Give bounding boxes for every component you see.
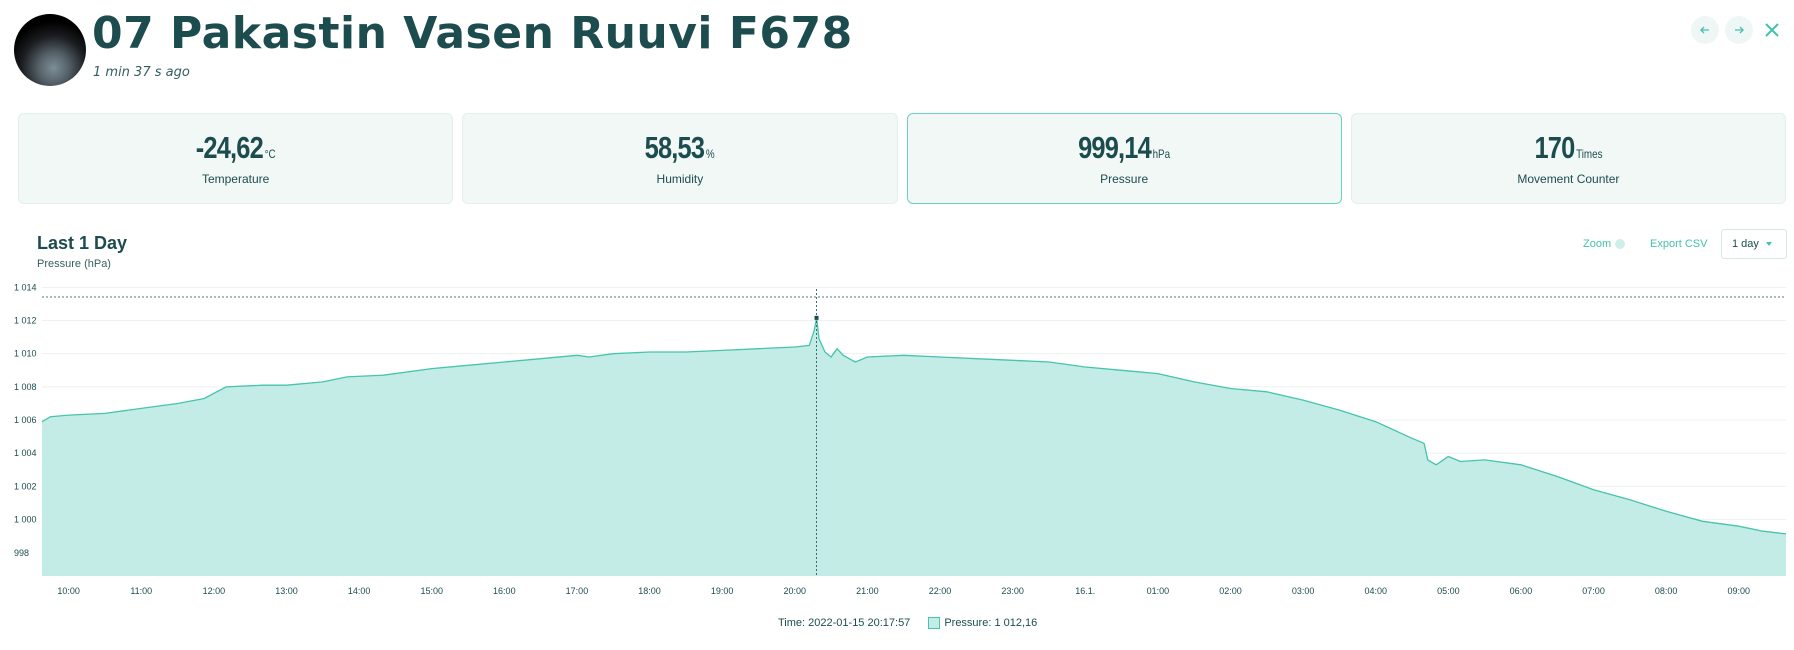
x-tick-label: 18:00 bbox=[638, 586, 661, 596]
x-tick-label: 19:00 bbox=[711, 586, 734, 596]
x-tick-label: 12:00 bbox=[203, 586, 226, 596]
x-tick-label: 07:00 bbox=[1582, 586, 1605, 596]
y-tick-label: 1 008 bbox=[14, 382, 37, 392]
prev-sensor-button[interactable] bbox=[1691, 16, 1719, 44]
card-label: Humidity bbox=[656, 171, 704, 186]
y-tick-label: 1 010 bbox=[14, 349, 37, 359]
cursor-point bbox=[814, 315, 819, 320]
x-tick-label: 22:00 bbox=[929, 586, 952, 596]
y-tick-label: 1 000 bbox=[14, 515, 37, 525]
x-tick-label: 17:00 bbox=[566, 586, 589, 596]
legend-series-label: Pressure: bbox=[944, 617, 992, 629]
range-select[interactable]: 1 day bbox=[1721, 229, 1787, 259]
next-sensor-button[interactable] bbox=[1725, 16, 1753, 44]
x-tick-label: 16:00 bbox=[493, 586, 516, 596]
card-temperature[interactable]: -24,62 °C Temperature bbox=[18, 113, 454, 204]
pressure-chart[interactable]: 998 1 000 1 002 1 004 1 006 1 008 1 010 1 012 1 … bbox=[0, 0, 1794, 610]
legend-swatch bbox=[928, 617, 941, 629]
x-tick-label: 13:00 bbox=[275, 586, 298, 596]
close-button[interactable] bbox=[1758, 16, 1786, 44]
x-tick-label: 14:00 bbox=[348, 586, 371, 596]
arrow-right-icon bbox=[1735, 26, 1744, 34]
y-tick-label: 1 004 bbox=[14, 448, 37, 458]
x-tick-label: 16.1. bbox=[1075, 586, 1095, 596]
range-value: 1 day bbox=[1732, 238, 1759, 250]
card-value: 999,14 hPa bbox=[1078, 129, 1171, 165]
close-icon bbox=[1765, 23, 1779, 37]
zoom-label: Zoom bbox=[1583, 238, 1612, 250]
sensor-cards: -24,62 °C Temperature 58,53% Humidity 999… bbox=[18, 113, 1786, 204]
card-value: 170 Times bbox=[1534, 129, 1603, 165]
x-tick-label: 03:00 bbox=[1292, 586, 1315, 596]
x-tick-label: 05:00 bbox=[1437, 586, 1460, 596]
legend-time-value: 2022-01-15 20:17:57 bbox=[808, 617, 911, 629]
avatar bbox=[14, 14, 86, 86]
chart-title: Last 1 Day bbox=[37, 233, 128, 253]
x-tick-label: 20:00 bbox=[784, 586, 807, 596]
chart-subtitle: Pressure (hPa) bbox=[37, 258, 111, 270]
last-updated-text: 1 min 37 s ago bbox=[93, 65, 190, 80]
card-value: 58,53% bbox=[644, 129, 715, 165]
x-tick-label: 04:00 bbox=[1364, 586, 1387, 596]
x-tick-label: 10:00 bbox=[57, 586, 80, 596]
export-csv-link[interactable]: Export CSV bbox=[1650, 238, 1708, 250]
y-tick-label: 1 012 bbox=[14, 316, 37, 326]
x-tick-label: 08:00 bbox=[1655, 586, 1678, 596]
card-label: Pressure bbox=[1100, 171, 1149, 186]
card-label: Movement Counter bbox=[1517, 171, 1620, 186]
card-pressure[interactable]: 999,14 hPa Pressure bbox=[906, 113, 1342, 204]
y-tick-label: 1 002 bbox=[14, 481, 37, 491]
legend-series-value: 1 012,16 bbox=[994, 617, 1038, 629]
zoom-switch-icon bbox=[1615, 239, 1626, 249]
page-title: 07 Pakastin Vasen Ruuvi F678 bbox=[92, 8, 853, 59]
x-tick-label: 06:00 bbox=[1510, 586, 1533, 596]
x-tick-label: 21:00 bbox=[856, 586, 879, 596]
x-tick-label: 01:00 bbox=[1147, 586, 1170, 596]
series-area bbox=[42, 317, 1786, 576]
card-label: Temperature bbox=[201, 171, 270, 186]
arrow-left-icon bbox=[1700, 26, 1709, 34]
y-tick-label: 998 bbox=[14, 548, 29, 558]
x-tick-label: 23:00 bbox=[1001, 586, 1024, 596]
card-movement-counter[interactable]: 170 Times Movement Counter bbox=[1350, 113, 1786, 204]
chart-legend: Time: 2022-01-15 20:17:57 Pressure: 1 01… bbox=[778, 617, 1037, 629]
x-tick-label: 02:00 bbox=[1219, 586, 1242, 596]
series-line bbox=[41, 317, 1787, 535]
card-value: -24,62 °C bbox=[195, 129, 276, 165]
x-tick-label: 11:00 bbox=[130, 586, 152, 596]
card-humidity[interactable]: 58,53% Humidity bbox=[462, 113, 898, 204]
x-tick-label: 09:00 bbox=[1728, 586, 1751, 596]
x-tick-label: 15:00 bbox=[420, 586, 443, 596]
chevron-down-icon bbox=[1765, 242, 1772, 246]
y-tick-label: 1 014 bbox=[14, 282, 37, 292]
y-tick-label: 1 006 bbox=[14, 415, 37, 425]
zoom-toggle[interactable]: Zoom bbox=[1583, 238, 1626, 250]
legend-time-label: Time: bbox=[778, 617, 806, 629]
